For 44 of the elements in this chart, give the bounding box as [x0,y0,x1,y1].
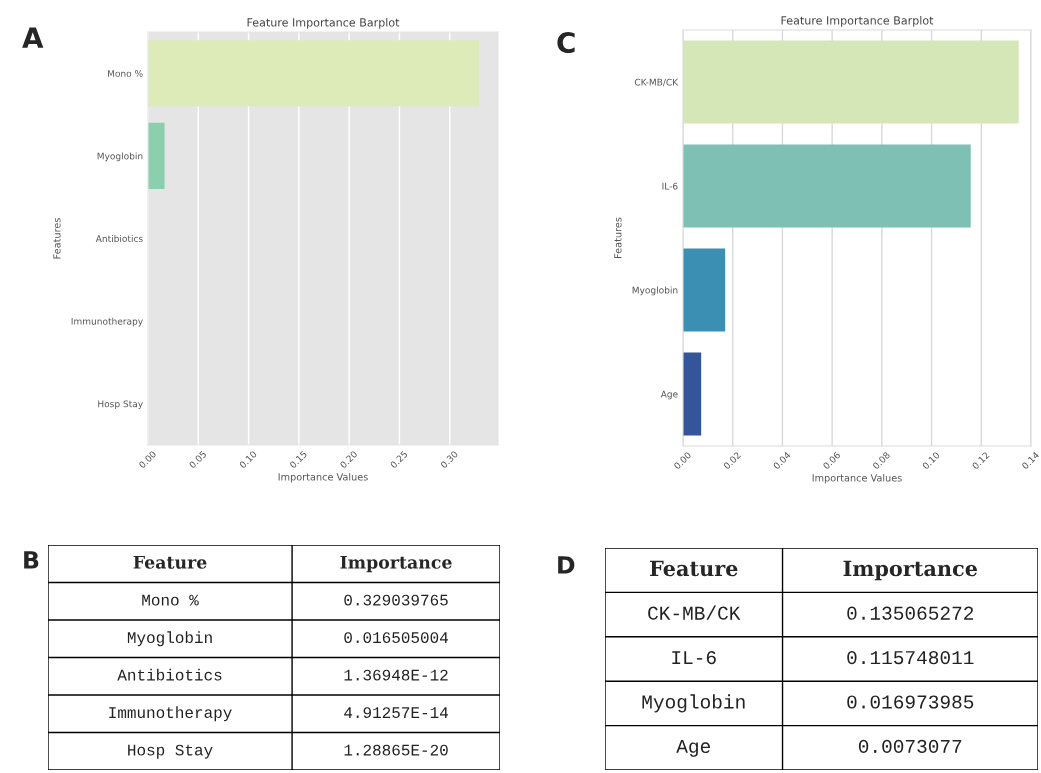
text: 4.91257E-14 [344,707,448,719]
y-tick-label: Mono % [108,70,143,77]
text: 1.28865E-20 [344,744,448,756]
text: 0.329039765 [344,594,448,606]
x-axis-title: Importance Values [278,473,368,483]
text: 0.016505004 [344,632,448,644]
y-axis-title: Features [614,217,622,258]
text: Myoglobin [127,631,212,647]
text: Antibiotics [117,668,222,681]
y-tick-label: Myoglobin [632,286,678,296]
text: Age [676,740,710,757]
text: 0.016973985 [847,695,974,709]
text: 0.135065272 [847,606,974,620]
text: C [557,32,575,54]
y-tick-label: Myoglobin [97,152,143,162]
text: D [558,556,575,574]
y-tick-label: Hosp Stay [98,400,143,410]
text: Immunotherapy [109,706,232,722]
text: B [24,551,39,569]
y-axis-title: Features [53,218,61,259]
bar [683,352,702,436]
y-tick-label: Immunotherapy [71,317,143,327]
chart-title: Feature Importance Barplot [781,16,934,27]
text: Feature [650,560,738,577]
text: Importance [340,555,452,573]
y-tick-label: IL-6 [662,182,678,190]
bar [683,144,971,228]
y-tick-label: CK-MB/CK [634,78,679,87]
bar [683,40,1019,124]
text: A [22,27,44,48]
text: Mono % [142,594,199,606]
bar [683,248,726,332]
text: IL-6 [672,651,716,665]
text: Importance [843,560,978,581]
chart-title: Feature Importance Barplot [247,18,400,29]
text: Hosp Stay [128,744,213,759]
text: Feature [133,555,207,569]
y-tick-label: Antibiotics [95,235,143,243]
y-tick-label: Age [660,390,678,400]
text: CK-MB/CK [648,605,741,620]
text: 0.0073077 [858,739,962,754]
x-axis-title: Importance Values [812,474,902,484]
text: 0.115748011 [847,651,974,665]
text: 1.36948E-12 [344,669,448,681]
